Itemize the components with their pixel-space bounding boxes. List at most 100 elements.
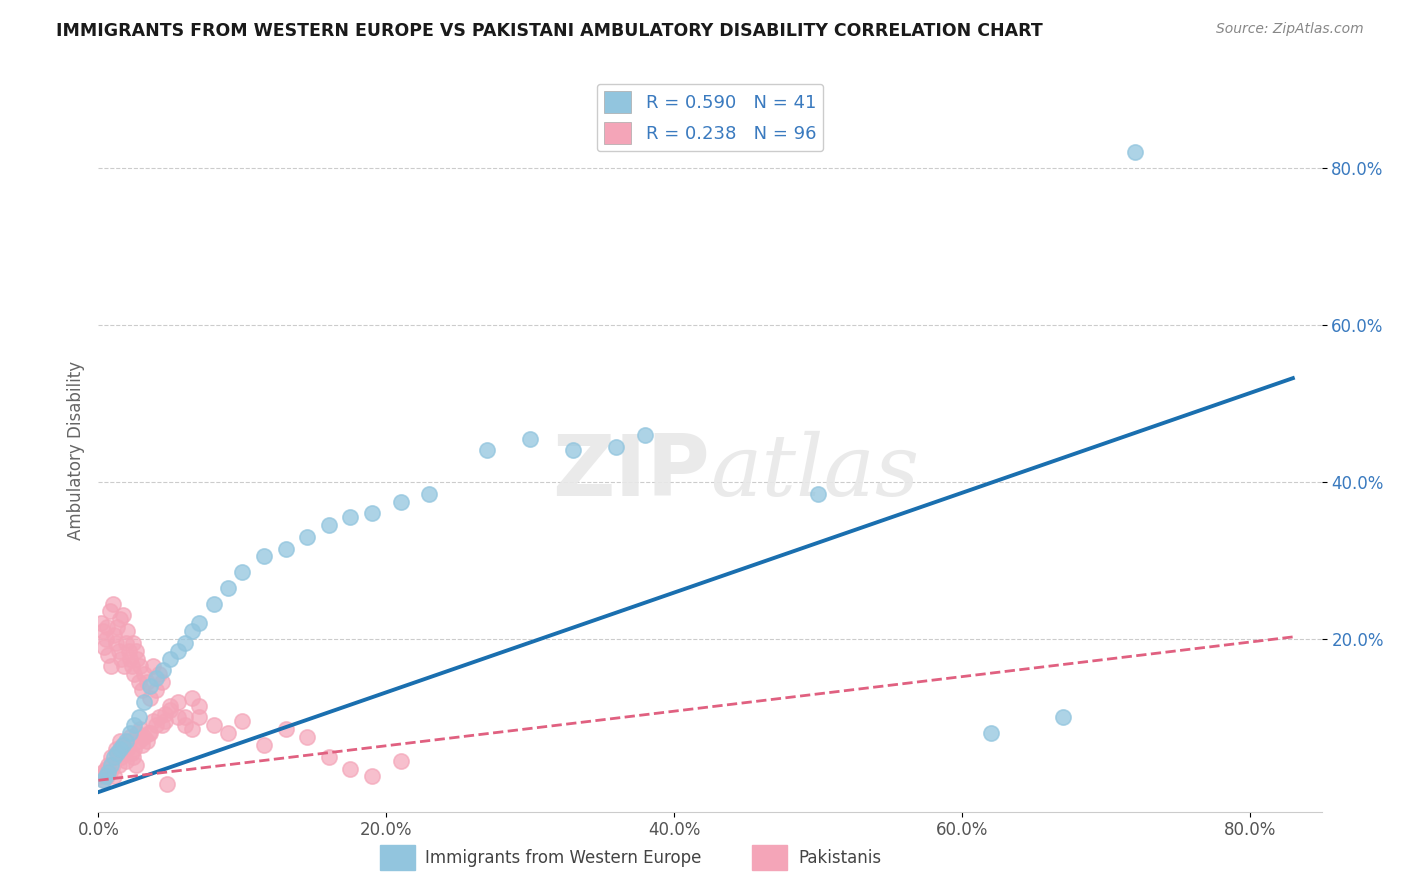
Point: [97, 757, 120, 772]
Point: [108, 612, 131, 626]
Text: Pakistanis: Pakistanis: [799, 849, 882, 867]
Point: [339, 510, 361, 524]
Point: [114, 636, 136, 650]
Point: [101, 757, 124, 772]
Text: Source: ZipAtlas.com: Source: ZipAtlas.com: [1216, 22, 1364, 37]
Point: [173, 636, 195, 650]
Point: [360, 506, 382, 520]
Point: [98, 604, 121, 618]
Point: [122, 636, 145, 650]
Point: [108, 742, 131, 756]
Point: [181, 624, 204, 639]
Point: [231, 565, 253, 579]
Point: [100, 749, 122, 764]
Point: [124, 742, 146, 756]
Point: [93, 773, 115, 788]
Point: [173, 710, 195, 724]
Point: [91, 624, 114, 639]
Text: ZIP: ZIP: [553, 431, 710, 514]
Point: [129, 659, 152, 673]
Point: [360, 769, 382, 783]
Point: [166, 644, 188, 658]
Point: [980, 726, 1002, 740]
Point: [318, 518, 340, 533]
Point: [274, 723, 297, 737]
Point: [90, 769, 112, 783]
Point: [105, 746, 128, 760]
Point: [110, 651, 132, 665]
Point: [145, 683, 167, 698]
Point: [107, 757, 129, 772]
Point: [152, 664, 174, 678]
Point: [148, 667, 170, 681]
Point: [111, 738, 134, 752]
Point: [139, 726, 162, 740]
Point: [94, 762, 117, 776]
Point: [131, 683, 153, 698]
Point: [145, 671, 167, 685]
Y-axis label: Ambulatory Disability: Ambulatory Disability: [66, 361, 84, 540]
Point: [93, 640, 115, 654]
Point: [139, 690, 162, 705]
Point: [389, 754, 412, 768]
Point: [389, 494, 412, 508]
Point: [103, 749, 125, 764]
Point: [148, 710, 170, 724]
Point: [475, 443, 498, 458]
Point: [418, 486, 440, 500]
Point: [125, 644, 148, 658]
Point: [134, 667, 156, 681]
Point: [114, 734, 136, 748]
Point: [166, 710, 188, 724]
Point: [91, 765, 114, 780]
Point: [562, 443, 585, 458]
Point: [153, 706, 176, 721]
Point: [217, 726, 239, 740]
Point: [110, 749, 132, 764]
Point: [96, 620, 118, 634]
Point: [125, 757, 148, 772]
Point: [128, 734, 150, 748]
Point: [153, 714, 176, 729]
Point: [107, 644, 129, 658]
Point: [807, 486, 830, 500]
Point: [605, 440, 627, 454]
Point: [159, 698, 181, 713]
Point: [127, 651, 149, 665]
Point: [136, 675, 159, 690]
Point: [129, 723, 152, 737]
Point: [1123, 145, 1146, 159]
Point: [100, 757, 122, 772]
Point: [173, 718, 195, 732]
Point: [91, 773, 114, 788]
Point: [181, 723, 204, 737]
Point: [128, 710, 150, 724]
Point: [202, 718, 225, 732]
Legend: R = 0.590   N = 41, R = 0.238   N = 96: R = 0.590 N = 41, R = 0.238 N = 96: [596, 84, 824, 152]
Point: [188, 616, 211, 631]
Point: [318, 749, 340, 764]
Point: [295, 530, 318, 544]
Point: [131, 738, 153, 752]
Point: [111, 608, 134, 623]
Point: [117, 734, 139, 748]
Point: [156, 777, 179, 791]
Point: [121, 746, 143, 760]
Point: [104, 636, 127, 650]
Point: [142, 659, 165, 673]
Point: [188, 698, 211, 713]
Point: [115, 742, 138, 756]
Point: [150, 718, 173, 732]
Point: [202, 597, 225, 611]
Point: [519, 432, 541, 446]
Point: [159, 651, 181, 665]
Point: [339, 762, 361, 776]
Text: IMMIGRANTS FROM WESTERN EUROPE VS PAKISTANI AMBULATORY DISABILITY CORRELATION CH: IMMIGRANTS FROM WESTERN EUROPE VS PAKIST…: [56, 22, 1043, 40]
Point: [94, 632, 117, 646]
Point: [127, 726, 149, 740]
Point: [134, 695, 156, 709]
Point: [120, 730, 142, 744]
Point: [634, 427, 657, 442]
Point: [97, 648, 120, 662]
Point: [124, 718, 146, 732]
